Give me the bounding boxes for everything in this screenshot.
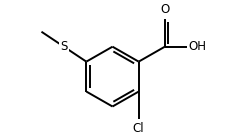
Text: OH: OH [188,40,206,53]
Text: S: S [60,40,67,53]
Text: O: O [160,3,169,16]
Text: Cl: Cl [132,122,144,135]
